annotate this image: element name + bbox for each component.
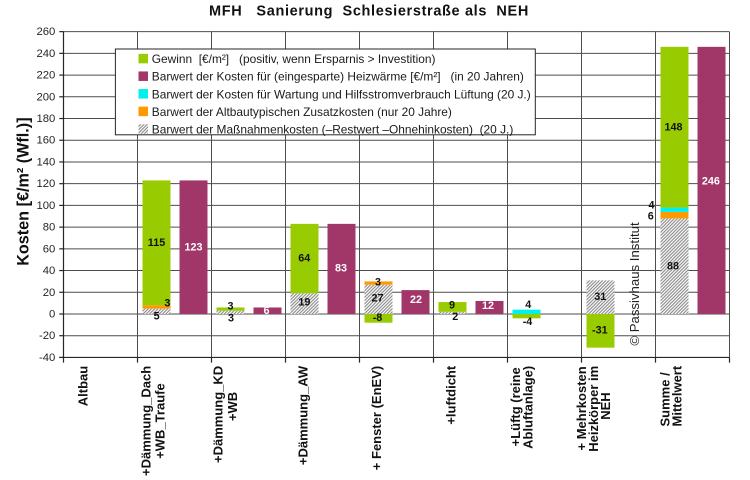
svg-text:+Dämmung_Dach: +Dämmung_Dach <box>139 366 154 476</box>
svg-text:3: 3 <box>375 276 381 288</box>
svg-text:40: 40 <box>43 265 56 277</box>
svg-text:9: 9 <box>449 300 455 312</box>
svg-text:3: 3 <box>228 312 234 324</box>
svg-text:-4: -4 <box>523 316 533 328</box>
svg-text:+ Mehrkosten: + Mehrkosten <box>574 366 589 450</box>
svg-text:12: 12 <box>482 300 494 312</box>
svg-text:Gewinn [€/m²] (positiv, wen: Gewinn [€/m²] (positiv, wenn Ersparnis >… <box>152 52 436 66</box>
svg-text:4: 4 <box>648 200 654 212</box>
svg-text:NEH: NEH <box>598 392 613 419</box>
svg-text:140: 140 <box>36 156 55 168</box>
svg-text:Kosten [€/m² (Wfl.)]: Kosten [€/m² (Wfl.)] <box>15 117 33 265</box>
svg-text:+Dämmung_AW: +Dämmung_AW <box>296 365 311 465</box>
svg-text:3: 3 <box>227 300 233 312</box>
svg-text:Barwert der Kosten für (einges: Barwert der Kosten für (eingesparte) Hei… <box>152 70 524 84</box>
svg-text:5: 5 <box>154 311 160 323</box>
svg-text:Summe /: Summe / <box>657 372 672 427</box>
svg-text:31: 31 <box>594 291 606 303</box>
svg-text:64: 64 <box>298 252 310 264</box>
svg-text:100: 100 <box>36 200 55 212</box>
svg-text:Abluftanlage): Abluftanlage) <box>521 366 536 449</box>
svg-text:Heizkörper im: Heizkörper im <box>586 366 601 452</box>
svg-text:+Dämmung_KD: +Dämmung_KD <box>211 366 226 463</box>
svg-text:-8: -8 <box>373 312 383 324</box>
svg-text:120: 120 <box>36 178 55 190</box>
svg-text:200: 200 <box>36 91 55 103</box>
svg-text:22: 22 <box>410 294 422 306</box>
svg-text:Barwert der Kosten für Wartung: Barwert der Kosten für Wartung und Hilfs… <box>152 87 531 101</box>
svg-text:+Lüftg (reine: +Lüftg (reine <box>508 367 523 446</box>
svg-text:115: 115 <box>148 237 165 249</box>
svg-text:20: 20 <box>43 287 56 299</box>
svg-text:27: 27 <box>371 292 383 304</box>
svg-text:-40: -40 <box>39 352 55 364</box>
svg-text:220: 220 <box>36 70 55 82</box>
svg-text:0: 0 <box>49 309 55 321</box>
svg-text:+luftdicht: +luftdicht <box>444 365 459 425</box>
svg-text:6: 6 <box>263 305 269 317</box>
svg-text:60: 60 <box>43 243 56 255</box>
svg-text:83: 83 <box>335 262 347 274</box>
svg-text:4: 4 <box>525 299 531 311</box>
svg-text:Mittelwert: Mittelwert <box>670 365 685 426</box>
svg-text:+ Fenster (EnEV): + Fenster (EnEV) <box>369 366 384 470</box>
svg-text:6: 6 <box>648 210 654 222</box>
svg-text:Barwert der Altbautypischen Zu: Barwert der Altbautypischen Zusatzkosten… <box>152 105 452 119</box>
svg-text:80: 80 <box>43 222 56 234</box>
svg-text:+WB_Traufe: +WB_Traufe <box>152 383 167 459</box>
svg-text:-31: -31 <box>592 325 608 337</box>
svg-text:123: 123 <box>184 241 202 253</box>
svg-text:246: 246 <box>702 175 720 187</box>
svg-text:88: 88 <box>667 261 679 273</box>
svg-text:180: 180 <box>36 113 55 125</box>
svg-text:Barwert der Maßnahmenkosten (–: Barwert der Maßnahmenkosten (–Restwert –… <box>152 123 514 137</box>
svg-text:MFH Sanierung Schlesierstra: MFH Sanierung Schlesierstraße als NEH <box>209 3 529 19</box>
svg-text:148: 148 <box>664 122 682 134</box>
svg-text:2: 2 <box>452 311 458 323</box>
svg-text:240: 240 <box>36 48 55 60</box>
svg-text:260: 260 <box>36 26 55 38</box>
svg-text:19: 19 <box>298 297 310 309</box>
svg-text:160: 160 <box>36 135 55 147</box>
svg-text:Altbau: Altbau <box>76 366 91 407</box>
svg-text:+WB: +WB <box>225 392 240 421</box>
svg-text:© Passivhaus Institut: © Passivhaus Institut <box>627 222 642 346</box>
svg-text:-20: -20 <box>39 330 55 342</box>
svg-text:3: 3 <box>164 297 170 309</box>
